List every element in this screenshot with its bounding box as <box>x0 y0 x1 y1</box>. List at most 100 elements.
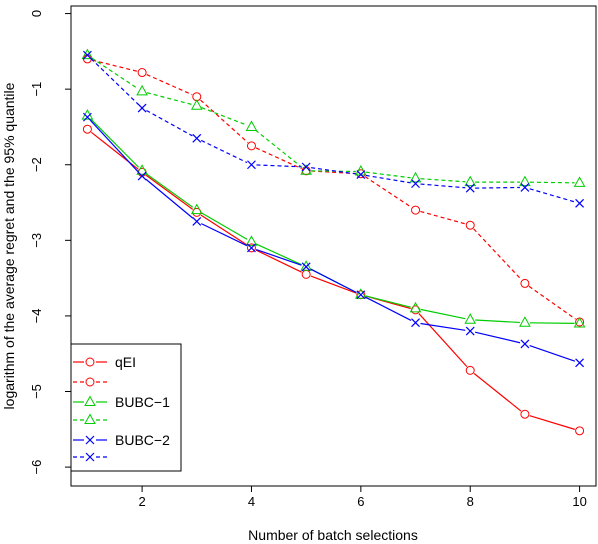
data-point <box>575 426 585 436</box>
data-point <box>520 182 530 192</box>
series-5 <box>82 112 585 368</box>
series-line-segment <box>90 118 140 168</box>
series-3 <box>81 109 586 328</box>
plot-frame <box>70 5 597 487</box>
legend-entry: BUBC−2 <box>73 432 170 448</box>
data-point <box>519 316 531 327</box>
data-point <box>465 220 475 230</box>
data-point <box>136 164 148 175</box>
series-line-segment <box>364 176 412 208</box>
cross-stroke <box>82 112 92 122</box>
series-line-segment <box>311 167 356 175</box>
data-point <box>465 183 475 193</box>
cross-stroke <box>301 262 311 272</box>
series-line-segment <box>420 183 466 189</box>
data-point <box>575 317 585 327</box>
data-point <box>246 141 256 151</box>
data-point <box>411 318 420 328</box>
legend-entry <box>73 377 107 387</box>
legend-marker <box>85 452 95 462</box>
series-line-segment <box>90 120 140 173</box>
series-line-segment <box>474 331 521 344</box>
series-line-segment <box>475 319 520 324</box>
cross-stroke <box>192 133 202 143</box>
series-line-segment <box>420 308 466 320</box>
legend-entry <box>73 452 107 462</box>
cross-stroke <box>192 217 202 226</box>
series-line-segment <box>418 313 468 368</box>
data-point <box>82 112 92 122</box>
series-line-segment <box>255 147 302 170</box>
legend-label: BUBC−1 <box>115 394 170 410</box>
series-line-segment <box>92 59 138 72</box>
cross-stroke <box>301 162 311 172</box>
data-point <box>301 162 311 172</box>
x-tick-label: 6 <box>357 494 364 509</box>
cross-stroke <box>520 339 530 349</box>
cross-stroke <box>85 435 95 445</box>
series-line-segment <box>254 129 303 169</box>
series-line-segment <box>528 285 576 320</box>
series-line-segment <box>145 178 194 219</box>
legend-marker <box>85 435 95 445</box>
data-point <box>300 260 313 271</box>
series-line-segment <box>256 164 302 168</box>
series-line-segment <box>146 109 193 137</box>
series-line-segment <box>91 57 139 90</box>
data-point <box>573 176 586 187</box>
legend-marker <box>84 413 96 424</box>
data-point <box>465 365 475 375</box>
series-line-segment <box>201 107 248 126</box>
series-line-segment <box>310 275 357 294</box>
data-point <box>190 99 203 110</box>
series-line-segment <box>255 248 302 266</box>
data-point <box>575 358 585 368</box>
data-point <box>464 175 477 187</box>
series-line-segment <box>365 174 411 184</box>
data-point <box>247 243 256 253</box>
series-line-segment <box>145 173 194 208</box>
y-tick-label: −3 <box>29 233 44 248</box>
cross-stroke <box>520 182 530 192</box>
series-line-segment <box>420 210 466 225</box>
y-tick-label: 0 <box>29 10 44 17</box>
data-point <box>82 50 92 60</box>
data-point <box>246 243 256 253</box>
series-line-segment <box>365 295 411 308</box>
data-point <box>411 179 420 189</box>
data-point <box>247 160 256 170</box>
cross-stroke <box>247 160 256 170</box>
y-tick-label: −2 <box>29 157 44 172</box>
data-point <box>354 288 367 299</box>
y-tick-label: −6 <box>29 460 44 475</box>
series-line-segment <box>145 174 194 210</box>
series-line-segment <box>420 322 466 331</box>
series-line-segment <box>473 228 522 281</box>
series-line-segment <box>310 268 357 294</box>
data-point <box>136 84 148 96</box>
series-6 <box>82 50 585 208</box>
legend-label: BUBC−2 <box>115 432 170 448</box>
series-line-segment <box>200 212 248 240</box>
legend-entry <box>73 413 107 424</box>
series-line-segment <box>529 181 575 184</box>
legend-marker <box>85 357 95 367</box>
y-axis: 0 −1 −2 −3 −4 −5 −6 <box>29 10 71 475</box>
data-point <box>464 313 477 324</box>
x-tick-label: 2 <box>138 494 145 509</box>
series-line-segment <box>200 99 249 143</box>
data-point <box>409 171 422 183</box>
legend-label: qEI <box>115 354 136 370</box>
data-point <box>575 198 585 208</box>
cross-stroke <box>247 243 256 253</box>
cross-stroke <box>137 171 147 181</box>
cross-stroke <box>356 170 366 179</box>
series-line-segment <box>201 223 248 247</box>
series-line-segment <box>365 171 411 179</box>
data-point <box>137 68 147 78</box>
x-tick-label: 4 <box>248 494 255 509</box>
series-1 <box>82 124 585 436</box>
data-point <box>137 103 147 113</box>
cross-stroke <box>575 198 585 208</box>
